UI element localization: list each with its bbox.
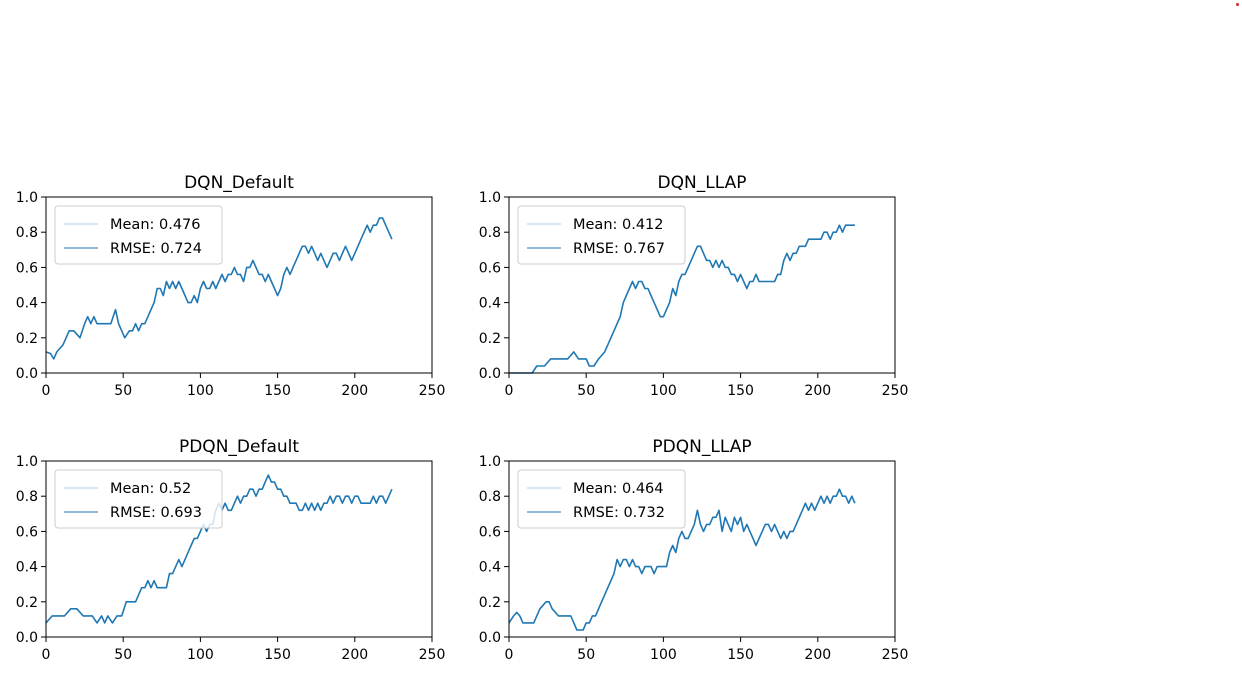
legend: Mean: 0.476 RMSE: 0.724 (54, 205, 223, 265)
y-tick-label: 0.4 (16, 296, 38, 312)
subplot-title: DQN_Default (184, 173, 294, 193)
legend-label: Mean: 0.412 (573, 217, 664, 233)
y-tick-label: 0.4 (16, 560, 38, 576)
x-tick-label: 100 (650, 647, 677, 663)
x-tick-label: 150 (264, 647, 291, 663)
y-tick-label: 0.6 (16, 524, 38, 540)
series-line (508, 488, 856, 631)
red-dot-marker (1236, 3, 1239, 6)
subplot-title: PDQN_Default (179, 437, 299, 457)
x-tick-label: 0 (505, 383, 514, 399)
x-tick-label: 100 (650, 383, 677, 399)
legend-label: Mean: 0.52 (110, 481, 191, 497)
y-tick-label: 0.2 (479, 595, 501, 611)
x-tick-label: 200 (804, 383, 831, 399)
axes-frame (45, 196, 433, 374)
axes-frame (45, 460, 433, 638)
y-tick-label: 0.8 (479, 225, 501, 241)
y-tick-label: 0.0 (479, 630, 501, 646)
y-tick-label: 0.8 (16, 225, 38, 241)
y-tick-label: 0.6 (479, 260, 501, 276)
legend-box (54, 205, 223, 265)
x-tick-label: 200 (341, 647, 368, 663)
x-tick-label: 50 (577, 383, 595, 399)
x-tick-label: 150 (727, 647, 754, 663)
y-tick-label: 0.2 (16, 331, 38, 347)
subplot-title: PDQN_LLAP (652, 437, 751, 457)
legend: Mean: 0.412 RMSE: 0.767 (517, 205, 686, 265)
y-tick-label: 0.8 (16, 489, 38, 505)
x-tick-label: 150 (264, 383, 291, 399)
y-tick-label: 0.4 (479, 560, 501, 576)
x-tick-label: 0 (42, 647, 51, 663)
y-tick-label: 1.0 (479, 454, 501, 470)
legend-box (517, 205, 686, 265)
y-tick-label: 0.2 (479, 331, 501, 347)
x-tick-label: 50 (114, 647, 132, 663)
subplot-3: PDQN_Default 0 50 100 150 200 250 0.0 0.2 0.4 0.6 0… (16, 437, 446, 663)
subplot-1: DQN_Default 0 50 100 150 200 250 0.0 0.2 0.4 0.6 0.… (16, 173, 446, 399)
legend-box (517, 469, 686, 529)
x-tick-label: 50 (577, 647, 595, 663)
legend-label: RMSE: 0.767 (573, 241, 665, 257)
x-tick-label: 150 (727, 383, 754, 399)
subplot-title: DQN_LLAP (658, 173, 747, 193)
x-tick-label: 100 (187, 647, 214, 663)
subplot-2: DQN_LLAP 0 50 100 150 200 250 0.0 0.2 0.4 0.6 0.8 1.… (479, 173, 909, 399)
y-tick-label: 0.0 (479, 366, 501, 382)
x-tick-label: 100 (187, 383, 214, 399)
legend-label: RMSE: 0.693 (110, 505, 202, 521)
x-tick-label: 250 (882, 383, 909, 399)
x-tick-label: 200 (804, 647, 831, 663)
x-tick-label: 250 (419, 647, 446, 663)
x-tick-label: 200 (341, 383, 368, 399)
legend-label: Mean: 0.464 (573, 481, 664, 497)
legend-label: Mean: 0.476 (110, 217, 201, 233)
x-tick-label: 0 (505, 647, 514, 663)
x-tick-label: 250 (882, 647, 909, 663)
y-tick-label: 1.0 (16, 190, 38, 206)
legend-label: RMSE: 0.724 (110, 241, 202, 257)
legend: Mean: 0.52 RMSE: 0.693 (54, 469, 223, 529)
y-tick-label: 0.0 (16, 630, 38, 646)
y-tick-label: 0.6 (16, 260, 38, 276)
legend: Mean: 0.464 RMSE: 0.732 (517, 469, 686, 529)
axes-frame (508, 460, 896, 638)
y-tick-label: 1.0 (479, 190, 501, 206)
legend-box (54, 469, 223, 529)
x-tick-label: 0 (42, 383, 51, 399)
y-tick-label: 0.8 (479, 489, 501, 505)
y-tick-label: 0.2 (16, 595, 38, 611)
y-tick-label: 0.6 (479, 524, 501, 540)
y-tick-label: 0.4 (479, 296, 501, 312)
x-tick-label: 50 (114, 383, 132, 399)
subplot-4: PDQN_LLAP 0 50 100 150 200 250 0.0 0.2 0.4 0.6 0.8 1… (479, 437, 909, 663)
axes-frame (508, 196, 896, 374)
series-line (509, 224, 855, 374)
series-line (45, 474, 393, 624)
y-tick-label: 1.0 (16, 454, 38, 470)
series-line (45, 217, 393, 360)
y-tick-label: 0.0 (16, 366, 38, 382)
legend-label: RMSE: 0.732 (573, 505, 665, 521)
x-tick-label: 250 (419, 383, 446, 399)
